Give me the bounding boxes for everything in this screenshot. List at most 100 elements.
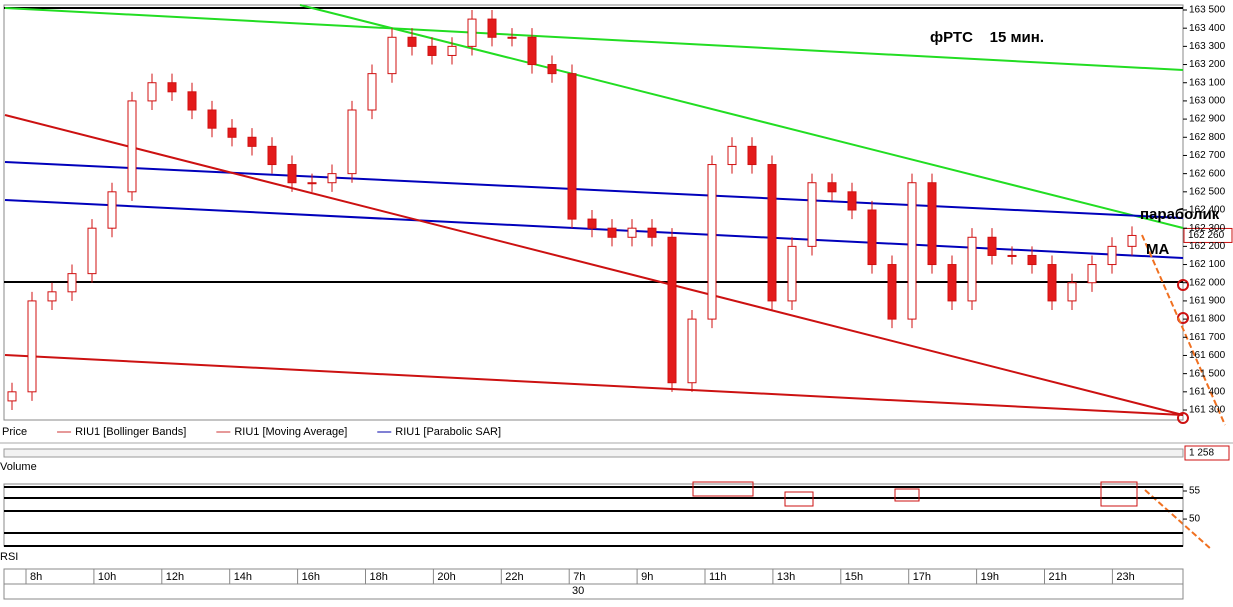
- candle-body: [1047, 264, 1057, 302]
- time-label: 14h: [234, 571, 252, 583]
- highlight: [1100, 481, 1138, 507]
- y-tick-label: 162 500: [1189, 186, 1226, 197]
- y-tick-label: 161 700: [1189, 332, 1226, 343]
- y-tick-label: 163 100: [1189, 77, 1226, 88]
- y-tick-label: 161 900: [1189, 296, 1226, 307]
- candle-body: [1067, 282, 1077, 302]
- y-tick-label: 162 100: [1189, 259, 1226, 270]
- candle-body: [227, 127, 237, 138]
- candle-body: [387, 36, 397, 75]
- time-label: 21h: [1049, 571, 1067, 583]
- time-label: 23h: [1116, 571, 1134, 583]
- y-tick-label: 162 000: [1189, 277, 1226, 288]
- y-tick-label: 163 000: [1189, 96, 1226, 107]
- candle-body: [47, 291, 57, 302]
- y-tick-label: 162 300: [1189, 223, 1226, 234]
- scroll-value-box: [1184, 445, 1230, 461]
- candle-body: [827, 182, 837, 193]
- candle-body: [627, 227, 637, 238]
- candle-body: [1027, 254, 1037, 266]
- legend-entry: RIU1 [Parabolic SAR]: [395, 426, 501, 438]
- y-tick-label: 162 700: [1189, 150, 1226, 161]
- candle-body: [447, 45, 457, 56]
- time-label: 18h: [370, 571, 388, 583]
- volume-label: Volume: [0, 461, 37, 473]
- y-tick-label: 162 200: [1189, 241, 1226, 252]
- scroll-value: 1 258: [1189, 448, 1214, 459]
- trend-line: [4, 354, 1184, 416]
- y-tick-label: 161 600: [1189, 350, 1226, 361]
- candle-body: [487, 18, 497, 38]
- trend-line: [4, 199, 1184, 259]
- candle-body: [167, 82, 177, 93]
- candles: [7, 10, 1137, 410]
- candle-body: [467, 18, 477, 47]
- candle-body: [1127, 234, 1137, 247]
- candle-body: [267, 145, 277, 166]
- annotation: МА: [1146, 241, 1169, 258]
- time-label: 12h: [166, 571, 184, 583]
- candle-body: [1007, 254, 1017, 257]
- candle-body: [87, 227, 97, 275]
- candle-body: [847, 191, 857, 211]
- candle-body: [927, 182, 937, 266]
- y-tick-label: 162 800: [1189, 132, 1226, 143]
- time-label: 15h: [845, 571, 863, 583]
- y-tick-label: 163 200: [1189, 59, 1226, 70]
- y-tick-label: 162 600: [1189, 168, 1226, 179]
- time-label: 22h: [505, 571, 523, 583]
- candle-body: [787, 245, 797, 302]
- candle-body: [567, 73, 577, 220]
- last-price: 162 260: [1188, 230, 1225, 241]
- rsi-label: RSI: [0, 551, 18, 563]
- annotation: параболик: [1140, 206, 1220, 223]
- candle-body: [127, 100, 137, 193]
- candle-body: [587, 218, 597, 229]
- candle-body: [547, 64, 557, 75]
- candle-body: [247, 136, 257, 147]
- candle-body: [687, 318, 697, 384]
- legend-entry: RIU1 [Bollinger Bands]: [75, 426, 186, 438]
- time-label: 13h: [777, 571, 795, 583]
- trend-line: [4, 161, 1184, 219]
- time-label: 8h: [30, 571, 42, 583]
- candle-body: [27, 300, 37, 393]
- candle-body: [307, 182, 317, 185]
- candle-body: [67, 273, 77, 293]
- highlight: [894, 488, 920, 502]
- time-label: 7h: [573, 571, 585, 583]
- candle-body: [147, 82, 157, 102]
- candle-body: [867, 209, 877, 266]
- time-label: 17h: [913, 571, 931, 583]
- trend-line: [299, 4, 1184, 229]
- trend-line: [4, 114, 1184, 416]
- trend-line: [4, 7, 1184, 71]
- y-tick-label: 161 300: [1189, 405, 1226, 416]
- marker: [1177, 279, 1189, 291]
- time-label: 20h: [437, 571, 455, 583]
- y-tick-label: 161 400: [1189, 386, 1226, 397]
- candle-body: [887, 264, 897, 320]
- annotation: фРТС 15 мин.: [930, 29, 1044, 46]
- rsi-tick-label: 55: [1189, 486, 1201, 497]
- highlight: [784, 491, 814, 507]
- candle-body: [707, 164, 717, 320]
- date-label: 30: [572, 585, 584, 597]
- y-tick-label: 163 400: [1189, 23, 1226, 34]
- arrow: [1141, 234, 1226, 426]
- highlight: [692, 481, 754, 497]
- candle-body: [767, 164, 777, 302]
- candle-body: [347, 109, 357, 175]
- scrollbar[interactable]: [3, 448, 1184, 458]
- candle-body: [527, 36, 537, 66]
- time-label: 9h: [641, 571, 653, 583]
- candle-body: [747, 145, 757, 166]
- candle-body: [427, 45, 437, 56]
- candle-body: [1087, 264, 1097, 284]
- y-tick-label: 162 400: [1189, 205, 1226, 216]
- time-label: 11h: [709, 571, 727, 583]
- candle-body: [407, 36, 417, 47]
- candle-body: [727, 145, 737, 166]
- arrow: [1144, 489, 1213, 551]
- candle-body: [947, 264, 957, 302]
